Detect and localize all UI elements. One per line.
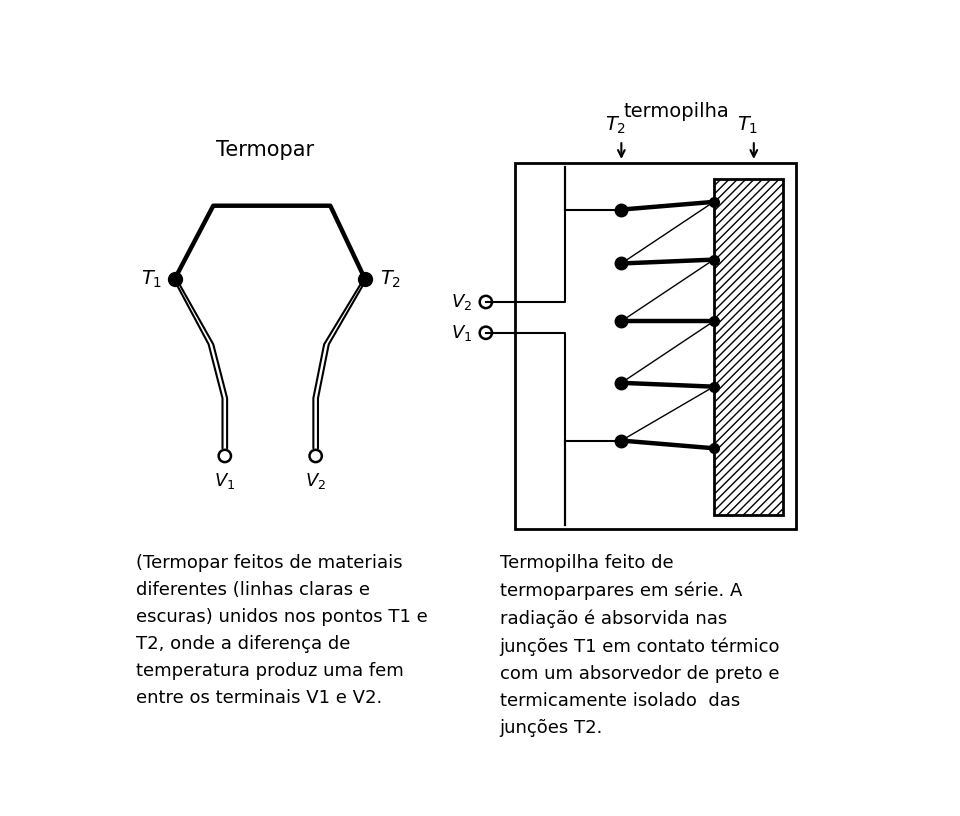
- Bar: [713, 179, 783, 515]
- Bar: [516, 163, 796, 529]
- Text: Termopilha feito de
termoparpares em série. A
radiação é absorvida nas
junções T: Termopilha feito de termoparpares em sér…: [500, 554, 780, 737]
- Text: termopilha: termopilha: [624, 102, 730, 122]
- Text: (Termopar feitos de materiais
diferentes (linhas claras e
escuras) unidos nos po: (Termopar feitos de materiais diferentes…: [136, 554, 428, 707]
- Text: $\mathit{T}_2$: $\mathit{T}_2$: [380, 268, 401, 290]
- Text: $\mathit{T}_2$: $\mathit{T}_2$: [605, 114, 626, 135]
- Text: Termopar: Termopar: [216, 140, 314, 160]
- Text: $\mathit{T}_1$: $\mathit{T}_1$: [737, 114, 758, 135]
- Text: $\mathit{V}_2$: $\mathit{V}_2$: [305, 471, 326, 490]
- Text: $\mathit{V}_2$: $\mathit{V}_2$: [451, 292, 472, 312]
- Text: $\mathit{V}_1$: $\mathit{V}_1$: [214, 471, 235, 490]
- Text: $\mathit{T}_1$: $\mathit{T}_1$: [141, 268, 162, 290]
- Text: $\mathit{V}_1$: $\mathit{V}_1$: [451, 323, 472, 343]
